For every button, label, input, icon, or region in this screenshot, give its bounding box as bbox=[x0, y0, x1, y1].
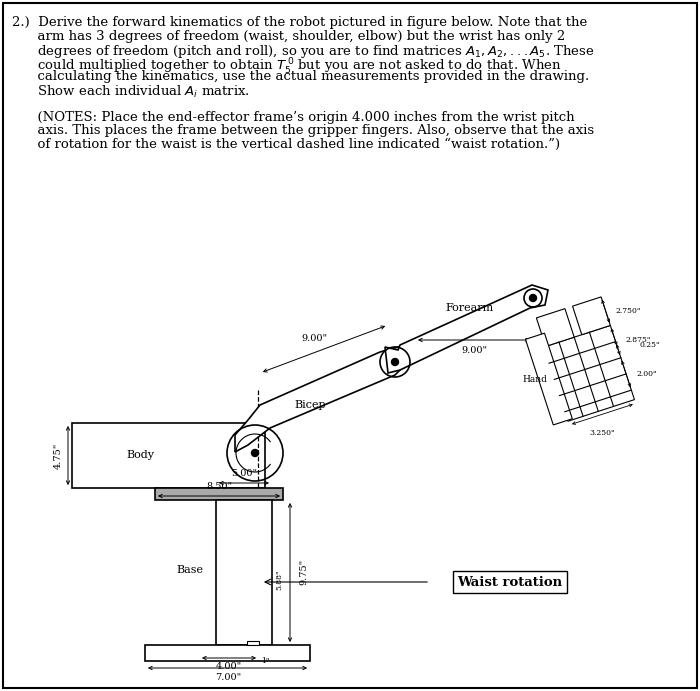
Text: 9.00": 9.00" bbox=[461, 346, 487, 355]
Bar bbox=[247, 641, 259, 645]
Polygon shape bbox=[526, 333, 573, 425]
Text: Bicep: Bicep bbox=[294, 400, 326, 410]
Text: could multiplied together to obtain $T_5^{\,0}$ but you are not asked to do that: could multiplied together to obtain $T_5… bbox=[12, 57, 561, 77]
Text: (NOTES: Place the end-effector frame’s origin 4.000 inches from the wrist pitch: (NOTES: Place the end-effector frame’s o… bbox=[12, 111, 575, 124]
Circle shape bbox=[391, 359, 398, 366]
Bar bbox=[216, 500, 272, 645]
Text: 5.88": 5.88" bbox=[275, 570, 283, 590]
Text: calculating the kinematics, use the actual measurements provided in the drawing.: calculating the kinematics, use the actu… bbox=[12, 70, 589, 83]
Text: degrees of freedom (pitch and roll), so you are to find matrices $A_1, A_2,...A_: degrees of freedom (pitch and roll), so … bbox=[12, 43, 595, 60]
Polygon shape bbox=[544, 325, 634, 422]
Text: Show each individual $A_i$ matrix.: Show each individual $A_i$ matrix. bbox=[12, 84, 250, 100]
Polygon shape bbox=[235, 345, 408, 452]
Text: 9.75": 9.75" bbox=[299, 559, 308, 585]
Bar bbox=[72, 423, 265, 488]
Bar bbox=[155, 488, 283, 500]
Text: Waist rotation: Waist rotation bbox=[457, 576, 563, 589]
Bar bbox=[145, 645, 310, 661]
Text: 4.00": 4.00" bbox=[216, 662, 242, 671]
Text: 5.00": 5.00" bbox=[231, 469, 257, 478]
Text: Base: Base bbox=[176, 565, 204, 575]
Text: 0.25": 0.25" bbox=[640, 341, 660, 349]
Text: 1": 1" bbox=[261, 657, 270, 665]
Text: 4.75": 4.75" bbox=[53, 442, 62, 468]
Text: Hand: Hand bbox=[522, 375, 547, 384]
Text: Forearm: Forearm bbox=[446, 303, 494, 313]
Circle shape bbox=[251, 450, 258, 457]
Text: 8.50": 8.50" bbox=[206, 482, 232, 491]
Text: Body: Body bbox=[126, 450, 154, 460]
Text: arm has 3 degrees of freedom (waist, shoulder, elbow) but the wrist has only 2: arm has 3 degrees of freedom (waist, sho… bbox=[12, 30, 566, 43]
Text: 2.)  Derive the forward kinematics of the robot pictured in figure below. Note t: 2.) Derive the forward kinematics of the… bbox=[12, 16, 587, 29]
Text: 2.875": 2.875" bbox=[626, 336, 651, 343]
Text: 2.00": 2.00" bbox=[636, 370, 657, 378]
Text: of rotation for the waist is the vertical dashed line indicated “waist rotation.: of rotation for the waist is the vertica… bbox=[12, 138, 560, 151]
Text: 9.00": 9.00" bbox=[301, 334, 327, 343]
Text: 2.750": 2.750" bbox=[615, 307, 640, 315]
Polygon shape bbox=[385, 285, 548, 373]
Circle shape bbox=[529, 294, 536, 301]
Text: 7.00": 7.00" bbox=[215, 673, 241, 682]
Text: 3.250": 3.250" bbox=[589, 429, 615, 437]
Polygon shape bbox=[536, 309, 574, 346]
Polygon shape bbox=[573, 297, 610, 334]
Text: axis. This places the frame between the gripper fingers. Also, observe that the : axis. This places the frame between the … bbox=[12, 124, 594, 137]
